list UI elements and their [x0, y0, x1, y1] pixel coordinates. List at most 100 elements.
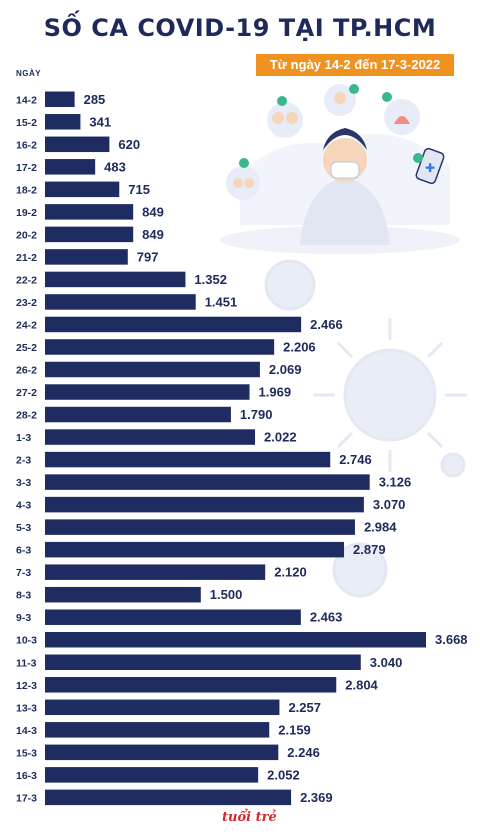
bar: [45, 204, 134, 220]
value-label: 2.069: [269, 362, 302, 377]
bar: [45, 181, 120, 198]
category-label: 11-3: [16, 657, 37, 669]
category-label: 13-3: [16, 702, 37, 714]
bar: [45, 406, 231, 423]
category-label: 9-3: [16, 612, 31, 624]
date-range-badge: Từ ngày 14-2 đến 17-3-2022: [256, 54, 454, 76]
value-label: 3.668: [435, 632, 468, 647]
bar: [45, 699, 280, 716]
value-label: 2.052: [267, 767, 300, 782]
category-label: 23-2: [16, 297, 37, 309]
value-label: 2.804: [345, 677, 378, 692]
bar: [45, 339, 275, 355]
category-label: 8-3: [16, 590, 31, 602]
category-label: 15-3: [16, 747, 37, 759]
bar: [45, 744, 279, 761]
category-label: 22-2: [16, 274, 37, 286]
bar: [45, 631, 426, 648]
bar: [45, 586, 201, 603]
category-label: 17-3: [16, 792, 37, 804]
category-label: 16-2: [16, 139, 37, 151]
category-label: 21-2: [16, 252, 37, 264]
value-label: 2.466: [310, 317, 343, 332]
page-title: SỐ CA COVID-19 TẠI TP.HCM: [43, 14, 437, 42]
value-label: 1.352: [194, 272, 227, 287]
category-label: 20-2: [16, 229, 37, 241]
value-label: 2.369: [300, 790, 333, 805]
bar: [45, 474, 370, 490]
category-label: 7-3: [16, 567, 31, 579]
bar: [45, 722, 270, 738]
day-axis-header: NGÀY: [16, 69, 42, 78]
category-label: 16-3: [16, 770, 37, 782]
category-label: 10-3: [16, 635, 37, 647]
value-label: 620: [118, 137, 140, 152]
bar: [45, 451, 331, 468]
value-label: 341: [89, 114, 111, 129]
bar: [45, 789, 292, 806]
bar: [45, 226, 134, 243]
bar: [45, 271, 186, 288]
value-label: 1.969: [259, 385, 292, 400]
value-label: 1.500: [210, 587, 243, 602]
bar: [45, 316, 302, 333]
value-label: 1.451: [205, 294, 238, 309]
category-label: 15-2: [16, 117, 37, 129]
bar: [45, 249, 128, 265]
category-label: 28-2: [16, 410, 37, 422]
value-label: 3.070: [373, 497, 406, 512]
category-label: 2-3: [16, 455, 31, 467]
bar: [45, 114, 81, 130]
category-label: 1-3: [16, 432, 31, 444]
value-label: 2.022: [264, 430, 297, 445]
category-label: 3-3: [16, 477, 31, 489]
value-label: 797: [137, 249, 159, 264]
bar: [45, 361, 260, 378]
value-label: 3.126: [379, 475, 412, 490]
bar: [45, 609, 301, 625]
value-label: 2.159: [278, 722, 311, 737]
value-label: 2.984: [364, 520, 397, 535]
bar: [45, 136, 110, 153]
value-label: 715: [128, 182, 150, 197]
value-label: 849: [142, 204, 164, 219]
value-label: 285: [84, 92, 106, 107]
category-label: 25-2: [16, 342, 37, 354]
bar: [45, 519, 355, 535]
category-label: 5-3: [16, 522, 31, 534]
category-label: 17-2: [16, 162, 37, 174]
bar: [45, 384, 250, 400]
category-label: 18-2: [16, 184, 37, 196]
category-label: 12-3: [16, 680, 37, 692]
category-label: 27-2: [16, 387, 37, 399]
value-label: 2.746: [339, 452, 372, 467]
value-label: 483: [104, 159, 126, 174]
value-label: 3.040: [370, 655, 403, 670]
value-label: 2.879: [353, 542, 386, 557]
value-label: 2.120: [274, 565, 307, 580]
value-label: 2.257: [288, 700, 321, 715]
bar: [45, 496, 364, 513]
category-label: 14-2: [16, 94, 37, 106]
category-label: 14-3: [16, 725, 37, 737]
bar: [45, 767, 259, 783]
value-label: 1.790: [240, 407, 273, 422]
bar: [45, 91, 75, 108]
doctor-illustration: ✚: [220, 84, 460, 254]
bar: [45, 159, 96, 175]
value-label: 2.246: [287, 745, 320, 760]
bar: [45, 654, 361, 671]
svg-text:✚: ✚: [425, 161, 435, 175]
bar: [45, 541, 345, 558]
category-label: 26-2: [16, 365, 37, 377]
category-label: 4-3: [16, 500, 31, 512]
bar: [45, 294, 196, 310]
category-label: 6-3: [16, 545, 31, 557]
category-label: 19-2: [16, 207, 37, 219]
bar: [45, 677, 337, 693]
value-label: 849: [142, 227, 164, 242]
brand-logo: tuổi trẻ: [222, 810, 277, 825]
bar: [45, 429, 256, 445]
value-label: 2.463: [310, 610, 343, 625]
